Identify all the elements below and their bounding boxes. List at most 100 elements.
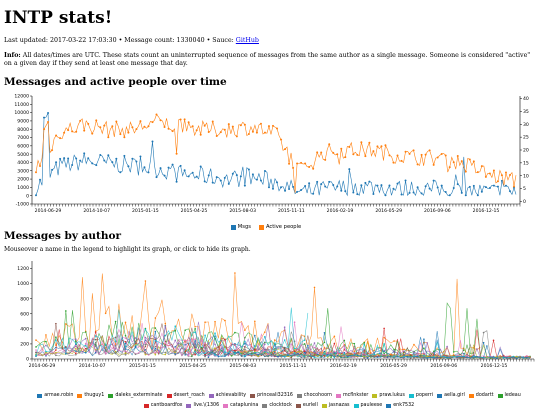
author-series-point [247,353,249,356]
legend-item-author[interactable]: daleks_exterminate [108,392,163,400]
author-series-point [224,319,226,322]
author-series-point [317,353,319,356]
y-tick-label: 10000 [14,110,29,116]
author-series-point [94,335,97,337]
author-series-point [303,339,306,342]
author-series-point [353,352,356,354]
legend-item-author[interactable]: praw.lukus [372,392,405,400]
active-people-point [247,133,250,136]
author-series-point [114,352,117,355]
author-series-point [164,344,167,346]
y-tick-label: 0 [26,193,29,199]
author-series-point [227,352,230,355]
author-series-point [313,342,316,344]
github-link[interactable]: GitHub [235,37,259,44]
legend-item[interactable]: Msgs [230,224,251,230]
author-series-point [343,353,346,355]
author-series-point [45,334,47,336]
author-series-point [200,346,203,349]
author-series-point [237,351,240,354]
legend-item[interactable]: Active people [258,224,301,230]
legend-item-author[interactable]: cataplunina [223,402,258,410]
legend-item-author[interactable]: thuguy1 [77,392,104,400]
legend-swatch [296,394,302,398]
legend-item-author[interactable]: cantboardfox [143,402,182,410]
msgs-point [239,175,242,178]
legend-item-author[interactable]: jasnazas [321,402,350,410]
author-series-point [383,336,385,339]
info-label: Info: [4,52,21,59]
msgs-point [452,187,455,190]
author-series-point [263,336,266,338]
legend-item-author[interactable]: pauleese [353,402,382,410]
author-series-point [204,354,206,356]
author-series-point [207,356,210,359]
author-series-point [197,349,200,351]
msgs-point [255,178,258,181]
msgs-point [400,193,403,196]
x-tick-label: 2016-05-29 [375,208,402,214]
author-series-point [154,349,157,352]
active-people-point [464,170,467,173]
author-series-point [124,348,127,350]
author-series-point [373,349,375,352]
author-series-point [217,354,220,357]
y-right-tick-label: 15 [523,161,529,167]
legend-item-author[interactable]: desert_roach [166,392,205,400]
author-series-point [224,346,226,349]
active-people-point [440,153,443,156]
legend-item-author[interactable]: poperri [408,392,433,400]
y-tick-label: 5000 [17,152,29,158]
active-people-point [119,133,122,136]
x-tick-label: 2016-05-29 [380,363,407,369]
msgs-point [500,179,503,182]
legend-item-author[interactable]: aella.girl [437,392,465,400]
legend-item-author[interactable]: eurlell [295,402,318,410]
info-text: All dates/times are UTC. These stats cou… [4,52,531,67]
author-series-point [336,352,339,354]
active-people-point [424,153,427,156]
legend-label: enk7532 [393,403,415,408]
author-series-point [393,350,395,352]
author-series-point [472,355,475,358]
active-people-point [416,163,419,166]
author-series-point [124,335,127,337]
author-series-point [227,354,230,356]
author-series-line [35,302,481,357]
x-tick-label: 2014-06-29 [35,208,62,214]
x-tick-label: 2014-10-07 [83,208,110,214]
x-tick-label: 2016-12-15 [481,363,508,369]
active-people-point [456,155,459,158]
legend-item-author[interactable]: chocohoorn [296,392,332,400]
active-people-point [408,152,411,155]
legend-item-author[interactable]: princeali32316 [250,392,293,400]
active-people-point [360,141,363,144]
author-series-point [353,353,356,356]
legend-item-author[interactable]: ledeau [497,392,521,400]
y-tick-label: 600 [20,311,29,317]
author-series-point [293,321,296,324]
legend-item-author[interactable]: mcflnkster [335,392,368,400]
active-people-point [396,154,399,157]
author-series-point [499,355,501,357]
legend-label: ledeau [504,393,521,398]
legend-item-author[interactable]: dodartt [468,392,494,400]
author-series-point [257,354,259,356]
active-people-point [304,162,307,165]
author-series-point [386,356,389,358]
author-series-point [45,350,47,353]
y-tick-label: 6000 [17,144,29,150]
active-people-point [151,121,154,124]
legend-item-author[interactable]: live.\(1306 [186,402,219,410]
msgs-point [75,157,78,160]
author-series-point [65,323,67,325]
legend-item-author[interactable]: clocktock [262,402,292,410]
active-people-point [336,153,339,156]
legend-item-author[interactable]: achievability [208,392,246,400]
legend-item-author[interactable]: armae.robin [37,392,73,400]
legend-item-author[interactable]: enk7532 [386,402,414,410]
author-series-point [330,356,332,359]
author-series-point [436,356,438,358]
msgs-point [492,184,495,187]
author-series-point [346,353,349,355]
